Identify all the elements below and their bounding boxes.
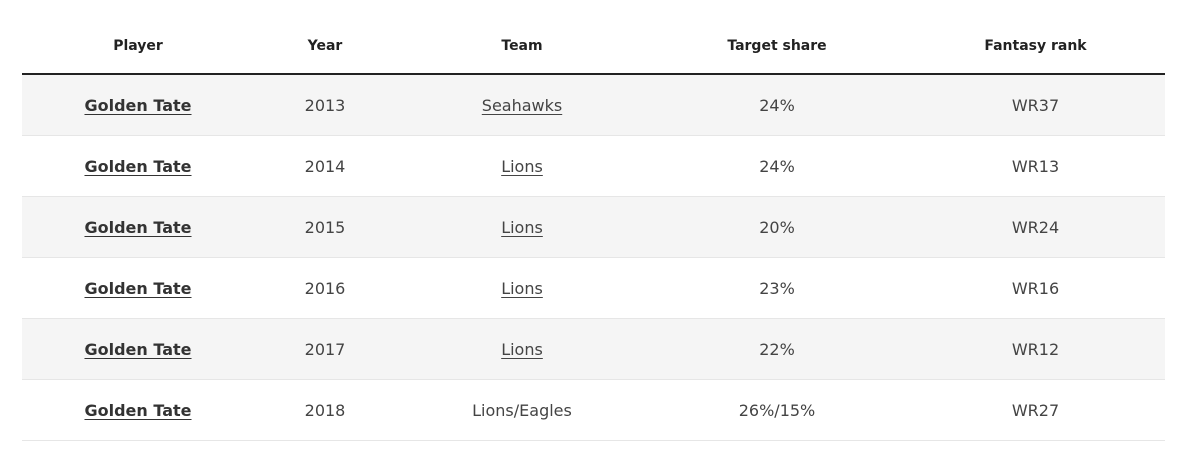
fantasy-rank-cell: WR16 (906, 257, 1165, 319)
player-cell: Golden Tate (22, 379, 254, 441)
target-share-cell: 23% (648, 257, 906, 319)
stats-table-container: Player Year Team Target share Fantasy ra… (22, 18, 1165, 441)
table-row: Golden Tate 2013 Seahawks 24% WR37 (22, 74, 1165, 136)
player-cell: Golden Tate (22, 196, 254, 258)
target-share-cell: 20% (648, 196, 906, 258)
year-cell: 2014 (254, 135, 396, 197)
table-row: Golden Tate 2014 Lions 24% WR13 (22, 135, 1165, 197)
player-link[interactable]: Golden Tate (84, 400, 192, 420)
table-row: Golden Tate 2015 Lions 20% WR24 (22, 196, 1165, 258)
table-row: Golden Tate 2016 Lions 23% WR16 (22, 257, 1165, 319)
stats-table: Player Year Team Target share Fantasy ra… (22, 18, 1165, 441)
header-row: Player Year Team Target share Fantasy ra… (22, 18, 1165, 75)
year-cell: 2016 (254, 257, 396, 319)
table-body: Golden Tate 2013 Seahawks 24% WR37 Golde… (22, 74, 1165, 441)
player-link[interactable]: Golden Tate (84, 278, 192, 298)
table-row: Golden Tate 2018 Lions/Eagles 26%/15% WR… (22, 379, 1165, 441)
team-cell: Lions/Eagles (396, 379, 648, 441)
table-row: Golden Tate 2017 Lions 22% WR12 (22, 318, 1165, 380)
team-link[interactable]: Lions (501, 278, 543, 298)
player-cell: Golden Tate (22, 257, 254, 319)
column-header-player: Player (22, 18, 254, 75)
column-header-team: Team (396, 18, 648, 75)
fantasy-rank-cell: WR27 (906, 379, 1165, 441)
team-link[interactable]: Lions (501, 339, 543, 359)
target-share-cell: 24% (648, 74, 906, 136)
player-link[interactable]: Golden Tate (84, 217, 192, 237)
fantasy-rank-cell: WR13 (906, 135, 1165, 197)
year-cell: 2018 (254, 379, 396, 441)
team-cell: Lions (396, 135, 648, 197)
player-link[interactable]: Golden Tate (84, 95, 192, 115)
team-cell: Lions (396, 196, 648, 258)
player-cell: Golden Tate (22, 318, 254, 380)
player-link[interactable]: Golden Tate (84, 339, 192, 359)
column-header-year: Year (254, 18, 396, 75)
fantasy-rank-cell: WR24 (906, 196, 1165, 258)
year-cell: 2013 (254, 74, 396, 136)
player-cell: Golden Tate (22, 74, 254, 136)
table-header: Player Year Team Target share Fantasy ra… (22, 18, 1165, 75)
player-cell: Golden Tate (22, 135, 254, 197)
team-link[interactable]: Lions (501, 156, 543, 176)
target-share-cell: 26%/15% (648, 379, 906, 441)
team-link[interactable]: Seahawks (481, 95, 563, 115)
team-link[interactable]: Lions (501, 217, 543, 237)
player-link[interactable]: Golden Tate (84, 156, 192, 176)
team-cell: Lions (396, 257, 648, 319)
year-cell: 2015 (254, 196, 396, 258)
team-cell: Lions (396, 318, 648, 380)
team-cell: Seahawks (396, 74, 648, 136)
year-cell: 2017 (254, 318, 396, 380)
column-header-fantasy-rank: Fantasy rank (906, 18, 1165, 75)
target-share-cell: 24% (648, 135, 906, 197)
fantasy-rank-cell: WR12 (906, 318, 1165, 380)
column-header-target-share: Target share (648, 18, 906, 75)
fantasy-rank-cell: WR37 (906, 74, 1165, 136)
target-share-cell: 22% (648, 318, 906, 380)
